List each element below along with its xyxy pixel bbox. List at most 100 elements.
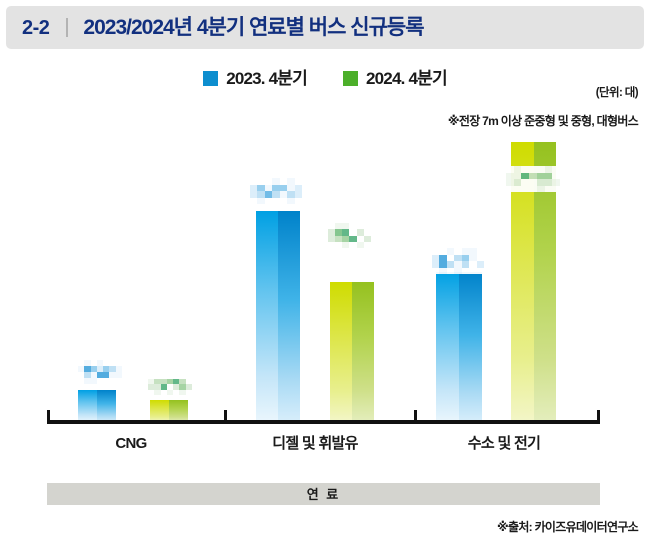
mosaic-tile (446, 267, 455, 274)
mosaic-tile (552, 179, 560, 186)
x-axis-tick-3 (597, 410, 600, 421)
mosaic-tile (356, 235, 364, 242)
mosaic-tile (90, 366, 97, 372)
mosaic-tile (257, 191, 265, 198)
mosaic-tile (335, 223, 343, 230)
mosaic-tile (257, 184, 265, 191)
mosaic-tile (160, 384, 167, 390)
mosaic-tile (536, 166, 545, 173)
mosaic-tile (250, 184, 258, 191)
mosaic-tile (90, 372, 97, 378)
mosaic-tile (469, 248, 477, 255)
mosaic-tile (506, 166, 514, 173)
source-note: ※출처: 카이즈유데이터연구소 (497, 520, 639, 534)
mosaic-tile (552, 185, 560, 192)
mosaic-tile (439, 261, 447, 268)
bar-cng-2023[interactable] (78, 390, 116, 422)
mosaic-tile (148, 389, 155, 395)
title-number: 2-2 (22, 16, 50, 39)
mosaic-tile (513, 179, 522, 186)
bar-hydrogen-2023[interactable] (436, 272, 482, 422)
legend-item-2023[interactable]: 2023. 4분기 (203, 69, 308, 88)
bar-diesel-2023[interactable] (256, 211, 300, 422)
mosaic-tile (544, 185, 553, 192)
bar-cng-2024[interactable] (150, 400, 188, 422)
mosaic-tile (469, 267, 477, 274)
mosaic-tile (432, 261, 440, 268)
mosaic-tile (544, 172, 553, 179)
bar-hydrogen-2024[interactable] (511, 142, 556, 422)
mosaic-tile (536, 172, 545, 179)
x-axis-category-cng: CNG (115, 435, 147, 452)
mosaic-tile (363, 223, 371, 230)
bar-face-right (278, 211, 300, 422)
legend-swatch-icon-2024 (343, 71, 358, 86)
x-axis-tick-1 (224, 410, 227, 421)
bar-diesel-2024[interactable] (330, 282, 374, 422)
mosaic-tile (103, 366, 110, 372)
mosaic-tile (513, 172, 522, 179)
mosaic-tile (287, 197, 295, 204)
mosaic-tile (461, 254, 470, 261)
mosaic-tile (264, 178, 273, 185)
mosaic-tile (185, 373, 192, 379)
mosaic-tile (536, 185, 545, 192)
mosaic-tile (294, 197, 302, 204)
mosaic-tile (103, 360, 110, 366)
mosaic-tile (173, 389, 180, 395)
mosaic-tile (90, 360, 97, 366)
mosaic-tile (148, 373, 155, 379)
mosaic-tile (513, 166, 522, 173)
bar-face-left (330, 282, 352, 422)
mosaic-tile (84, 366, 91, 372)
chart-legend: 2023. 4분기 2024. 4분기 (0, 70, 650, 87)
mosaic-tile (363, 229, 371, 236)
mosaic-tile (173, 378, 180, 384)
mosaic-tile (476, 254, 484, 261)
bar-face-left (511, 142, 534, 422)
bar-face-right (352, 282, 374, 422)
mosaic-tile (432, 254, 440, 261)
x-axis-line (47, 420, 600, 424)
mosaic-tile (279, 178, 288, 185)
mosaic-tile (328, 229, 336, 236)
spec-note: ※전장 7m 이상 준중형 및 중형, 대형버스 (447, 114, 639, 128)
mosaic-tile (96, 360, 104, 366)
mosaic-tile (154, 378, 161, 384)
mosaic-tile (166, 389, 174, 395)
mosaic-tile (109, 378, 116, 384)
mosaic-tile (349, 235, 357, 242)
page-title: 2023/2024년 4분기 연료별 버스 신규등록 (83, 16, 424, 39)
mosaic-tile (370, 229, 378, 236)
mosaic-tile (529, 172, 537, 179)
mosaic-tile (328, 223, 336, 230)
mosaic-tile (439, 254, 447, 261)
legend-item-2024[interactable]: 2024. 4분기 (343, 70, 448, 87)
legend-label-2023: 2023. 4분기 (226, 69, 308, 88)
bar-face-left (78, 390, 97, 422)
mosaic-tile (294, 184, 302, 191)
bar-face-right (97, 390, 116, 422)
x-axis-title-band: 연 료 (47, 483, 600, 505)
mosaic-tile (446, 261, 455, 268)
mosaic-tile (166, 384, 174, 390)
data-label-hydrogen-2024-censored (506, 166, 560, 192)
mosaic-tile (160, 389, 167, 395)
mosaic-tile (272, 191, 280, 198)
mosaic-tile (279, 197, 288, 204)
mosaic-tile (521, 166, 530, 173)
mosaic-tile (287, 178, 295, 185)
mosaic-tile (552, 172, 560, 179)
data-label-hydrogen-2023-censored (432, 248, 484, 274)
mosaic-tile (328, 241, 336, 248)
mosaic-tile (179, 373, 186, 379)
mosaic-tile (363, 241, 371, 248)
mosaic-tile (461, 267, 470, 274)
mosaic-tile (536, 179, 545, 186)
legend-swatch-icon-2023 (203, 71, 219, 86)
unit-note: (단위: 대) (595, 87, 639, 99)
mosaic-tile (469, 254, 477, 261)
mosaic-tile (257, 178, 265, 185)
mosaic-tile (115, 372, 122, 378)
